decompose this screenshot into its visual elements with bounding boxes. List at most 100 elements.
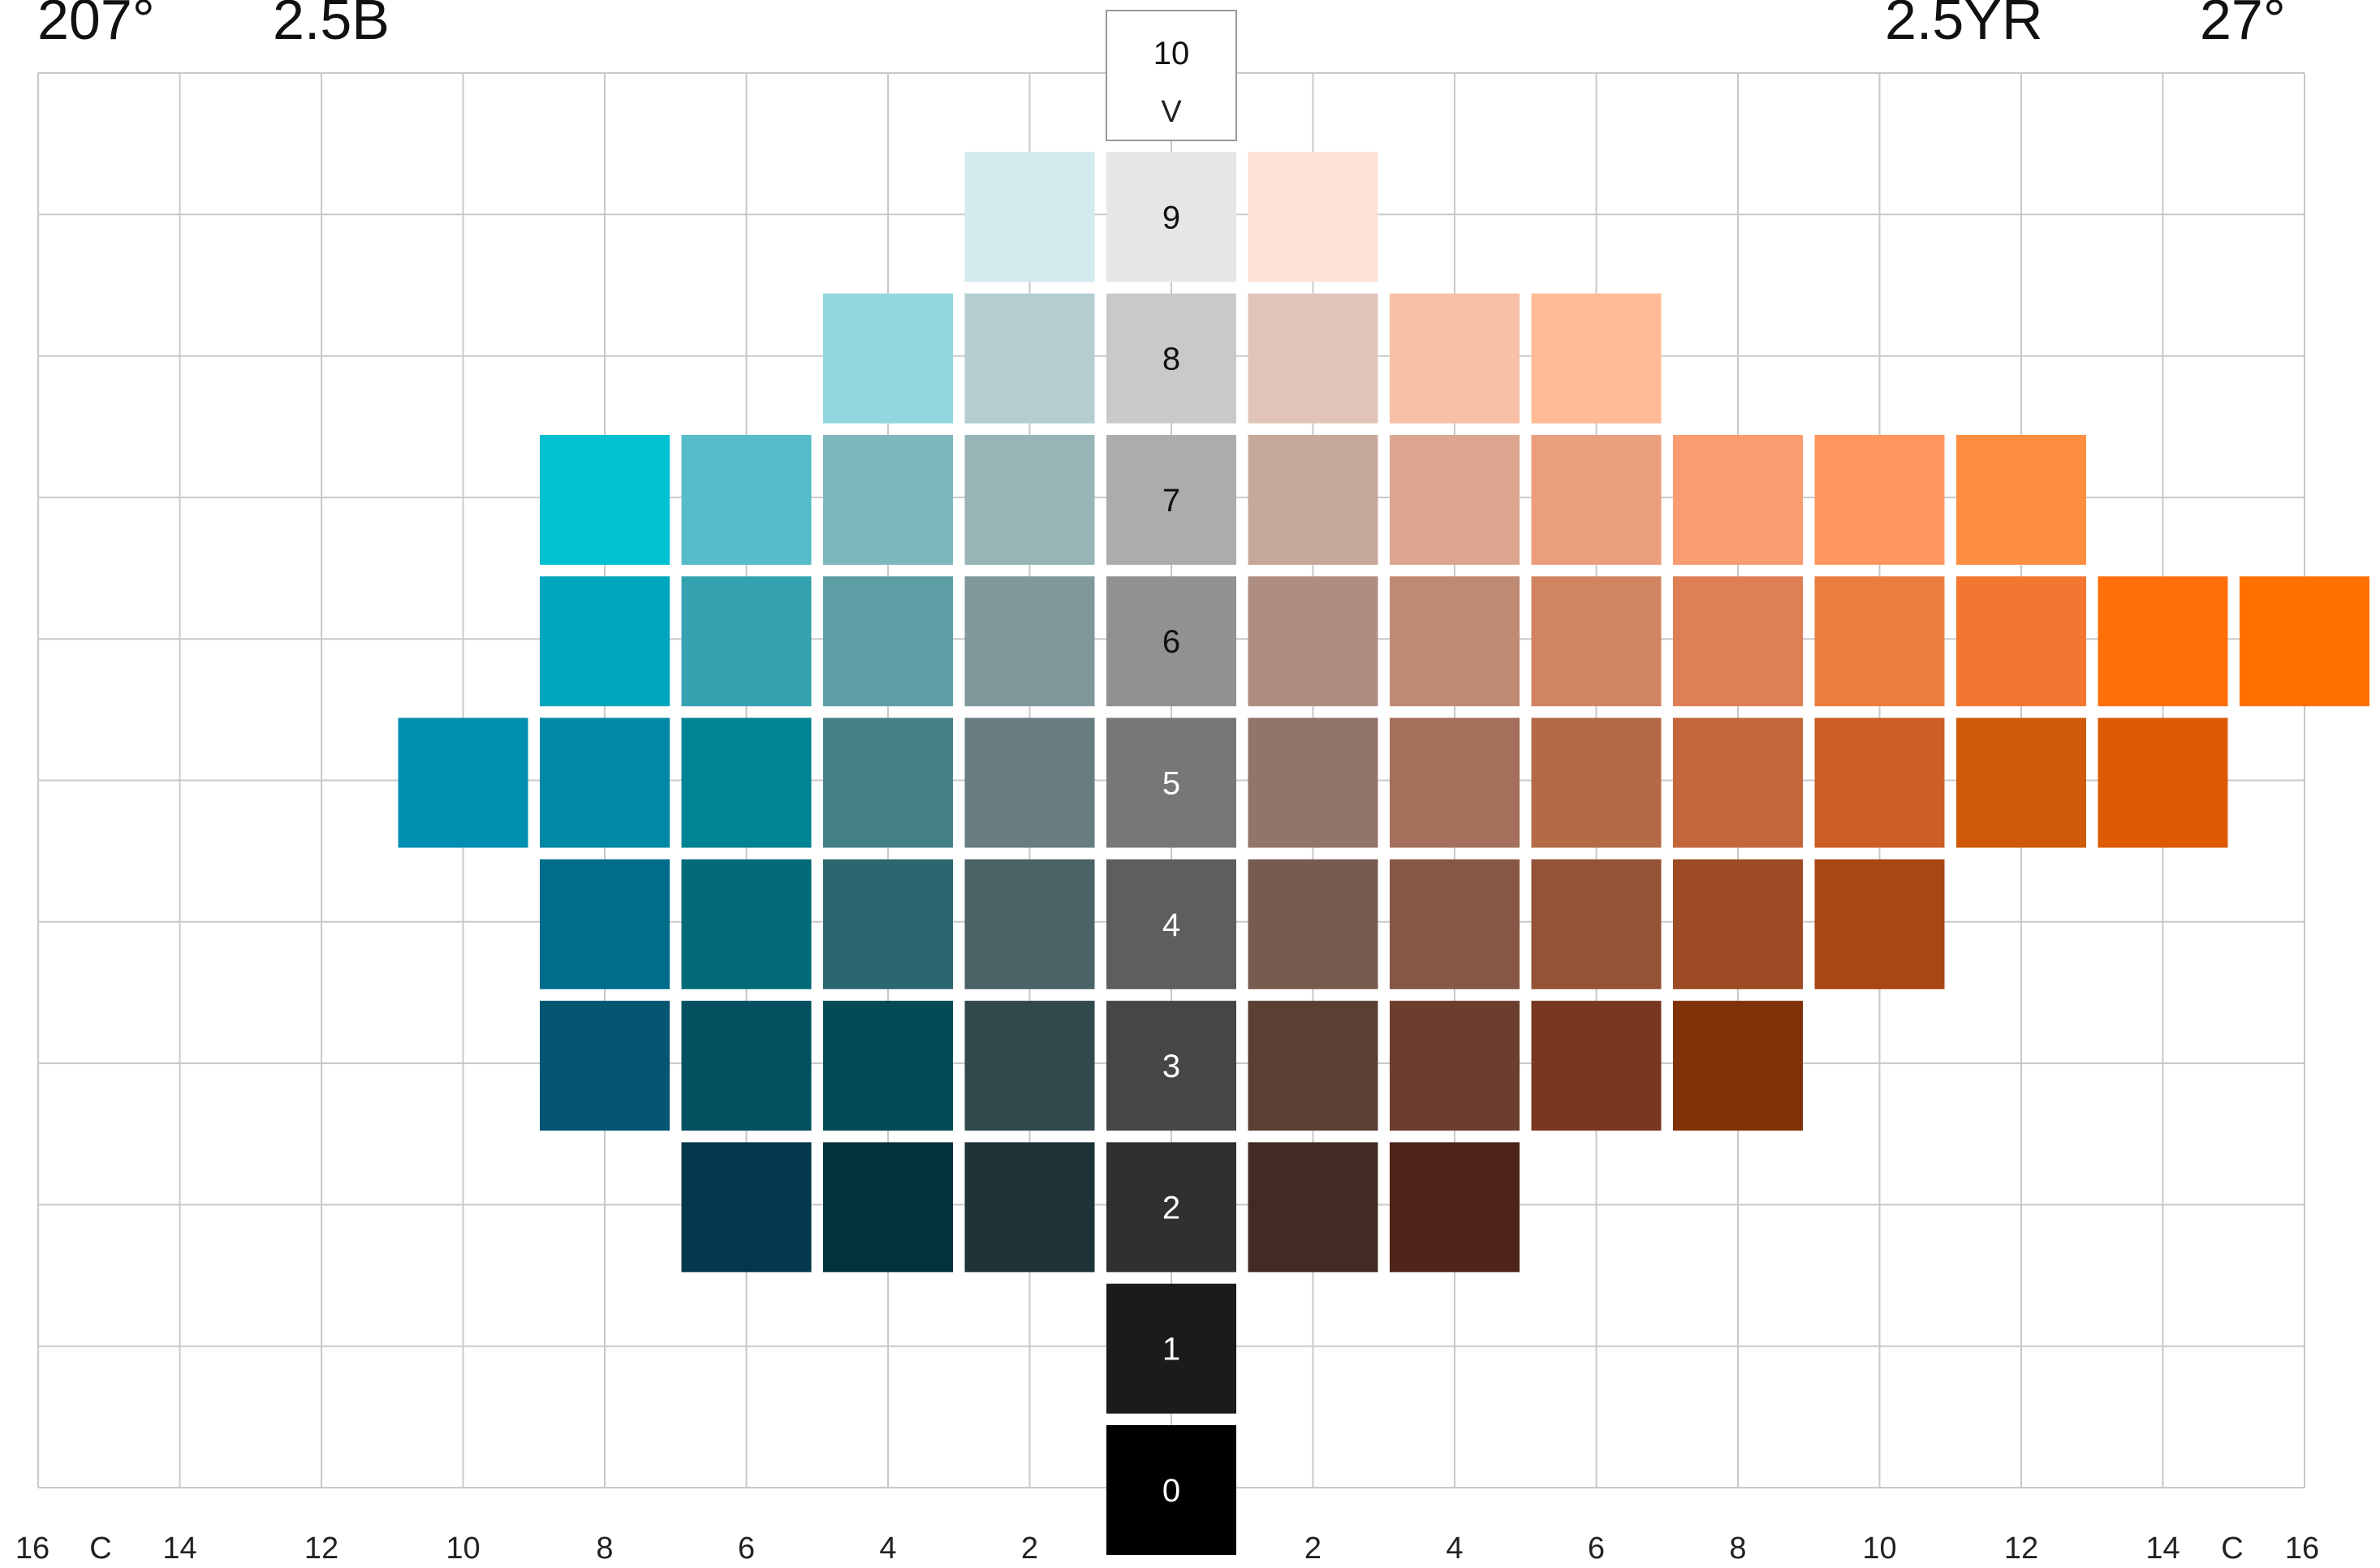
- chroma-tick-labels: 16 14 12 10 8 6 4 2 2 4 6 8 10 12 14 16: [15, 1531, 2319, 1566]
- right-hue-chip: [2098, 717, 2228, 848]
- chroma-tick-left: 12: [304, 1531, 338, 1566]
- neutral-value-label: 1: [1162, 1332, 1180, 1368]
- right-hue-chip: [1390, 293, 1520, 424]
- right-hue-chip: [1956, 576, 2086, 707]
- chroma-tick-right: 6: [1588, 1531, 1605, 1566]
- color-chips: [398, 152, 2369, 1273]
- right-hue-chip: [1248, 152, 1378, 282]
- right-hue-chip: [1673, 1001, 1803, 1131]
- right-hue-chip: [1531, 717, 1662, 848]
- right-hue-chip: [2098, 576, 2228, 707]
- left-hue-chip: [964, 293, 1095, 424]
- right-hue-chip: [1673, 434, 1803, 565]
- left-hue-chip: [540, 1001, 670, 1131]
- neutral-value-chip: [1106, 293, 1236, 424]
- neutral-value-label: 0: [1162, 1473, 1180, 1509]
- left-hue-chip: [964, 1001, 1095, 1131]
- left-hue-name: 2.5B: [273, 0, 390, 51]
- left-hue-chip: [823, 434, 953, 565]
- left-hue-chip: [681, 1142, 812, 1273]
- neutral-value-label: 8: [1162, 342, 1180, 377]
- neutral-value-chip: [1106, 152, 1236, 282]
- chroma-axis-label-left: C: [89, 1531, 111, 1566]
- right-hue-chip: [1390, 1001, 1520, 1131]
- right-hue-chip: [1248, 576, 1378, 707]
- right-hue-chip: [1390, 717, 1520, 848]
- left-hue-chip: [540, 717, 670, 848]
- left-hue-chip: [823, 576, 953, 707]
- right-hue-chip: [1814, 859, 1945, 989]
- right-hue-degree: 27°: [2200, 0, 2286, 51]
- right-hue-chip: [1673, 576, 1803, 707]
- right-hue-chip: [1531, 576, 1662, 707]
- left-hue-chip: [964, 152, 1095, 282]
- chroma-tick-left: 14: [162, 1531, 196, 1566]
- neutral-value-chip: [1106, 1001, 1236, 1131]
- left-hue-chip: [964, 859, 1095, 989]
- chroma-tick-right: 10: [1862, 1531, 1896, 1566]
- neutral-value-label: 2: [1162, 1190, 1180, 1226]
- right-hue-chip: [1248, 717, 1378, 848]
- chroma-tick-left: 2: [1021, 1531, 1038, 1566]
- left-hue-chip: [823, 293, 953, 424]
- left-hue-chip: [681, 576, 812, 707]
- left-hue-chip: [681, 1001, 812, 1131]
- left-hue-chip: [823, 1001, 953, 1131]
- neutral-value-label: 6: [1162, 624, 1180, 660]
- right-hue-chip: [1248, 1001, 1378, 1131]
- left-hue-chip: [823, 717, 953, 848]
- left-hue-chip: [964, 717, 1095, 848]
- chroma-tick-left: 6: [738, 1531, 755, 1566]
- right-hue-chip: [1390, 859, 1520, 989]
- value-axis-label: V: [1161, 95, 1182, 129]
- left-hue-chip: [964, 434, 1095, 565]
- left-hue-chip: [681, 717, 812, 848]
- right-hue-name: 2.5YR: [1885, 0, 2043, 51]
- neutral-value-label: 4: [1162, 907, 1180, 943]
- chroma-tick-left: 4: [879, 1531, 896, 1566]
- neutral-value-label: 7: [1162, 483, 1180, 519]
- right-hue-chip: [1390, 434, 1520, 565]
- right-hue-chip: [1956, 717, 2086, 848]
- left-hue-chip: [823, 1142, 953, 1273]
- right-hue-chip: [1673, 717, 1803, 848]
- left-hue-chip: [681, 434, 812, 565]
- left-hue-chip: [540, 576, 670, 707]
- left-hue-degree: 207°: [37, 0, 155, 51]
- chroma-tick-left: 8: [596, 1531, 613, 1566]
- right-hue-chip: [1956, 434, 2086, 565]
- chroma-tick-left: 10: [446, 1531, 480, 1566]
- left-hue-chip: [823, 859, 953, 989]
- neutral-value-chip: [1106, 10, 1237, 141]
- right-hue-chip: [1814, 717, 1945, 848]
- neutral-value-label: 5: [1162, 766, 1180, 802]
- chroma-axis-label-right: C: [2221, 1531, 2243, 1566]
- left-hue-chip: [398, 717, 528, 848]
- right-hue-chip: [1390, 1142, 1520, 1273]
- left-hue-chip: [964, 576, 1095, 707]
- neutral-value-label: 3: [1162, 1049, 1180, 1084]
- left-hue-chip: [540, 859, 670, 989]
- neutral-value-chip: [1106, 717, 1236, 848]
- right-hue-chip: [2240, 576, 2369, 707]
- neutral-value-chip: [1106, 434, 1236, 565]
- right-hue-chip: [1814, 576, 1945, 707]
- right-hue-chip: [1390, 576, 1520, 707]
- right-hue-chip: [1673, 859, 1803, 989]
- right-hue-chip: [1248, 859, 1378, 989]
- neutral-value-chip: [1106, 1425, 1236, 1555]
- chroma-tick-right: 12: [2004, 1531, 2038, 1566]
- right-hue-chip: [1531, 434, 1662, 565]
- chroma-tick-right: 16: [2285, 1531, 2319, 1566]
- neutral-value-chip: [1106, 859, 1236, 989]
- right-hue-chip: [1814, 434, 1945, 565]
- neutral-value-label: 10: [1153, 36, 1190, 71]
- neutral-value-label: 9: [1162, 200, 1180, 235]
- chroma-tick-right: 4: [1446, 1531, 1463, 1566]
- chroma-tick-right: 2: [1304, 1531, 1322, 1566]
- chroma-tick-right: 14: [2145, 1531, 2180, 1566]
- right-hue-chip: [1531, 1001, 1662, 1131]
- left-hue-chip: [964, 1142, 1095, 1273]
- chroma-tick-right: 8: [1729, 1531, 1746, 1566]
